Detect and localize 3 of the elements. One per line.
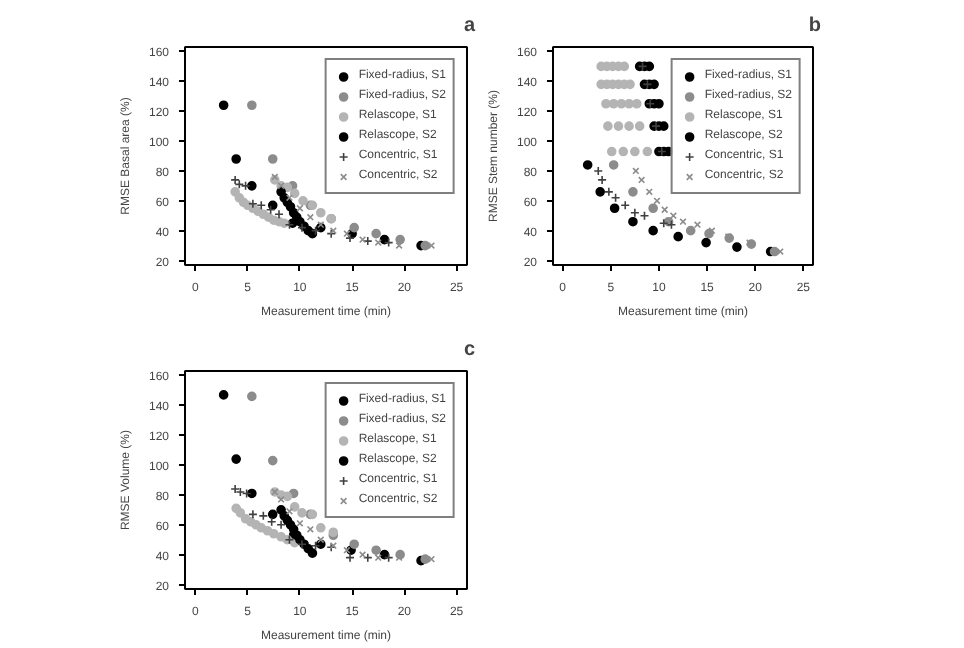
- chart-title: b: [808, 15, 821, 37]
- chart-title: c: [463, 339, 476, 361]
- chart-title: a: [463, 15, 476, 37]
